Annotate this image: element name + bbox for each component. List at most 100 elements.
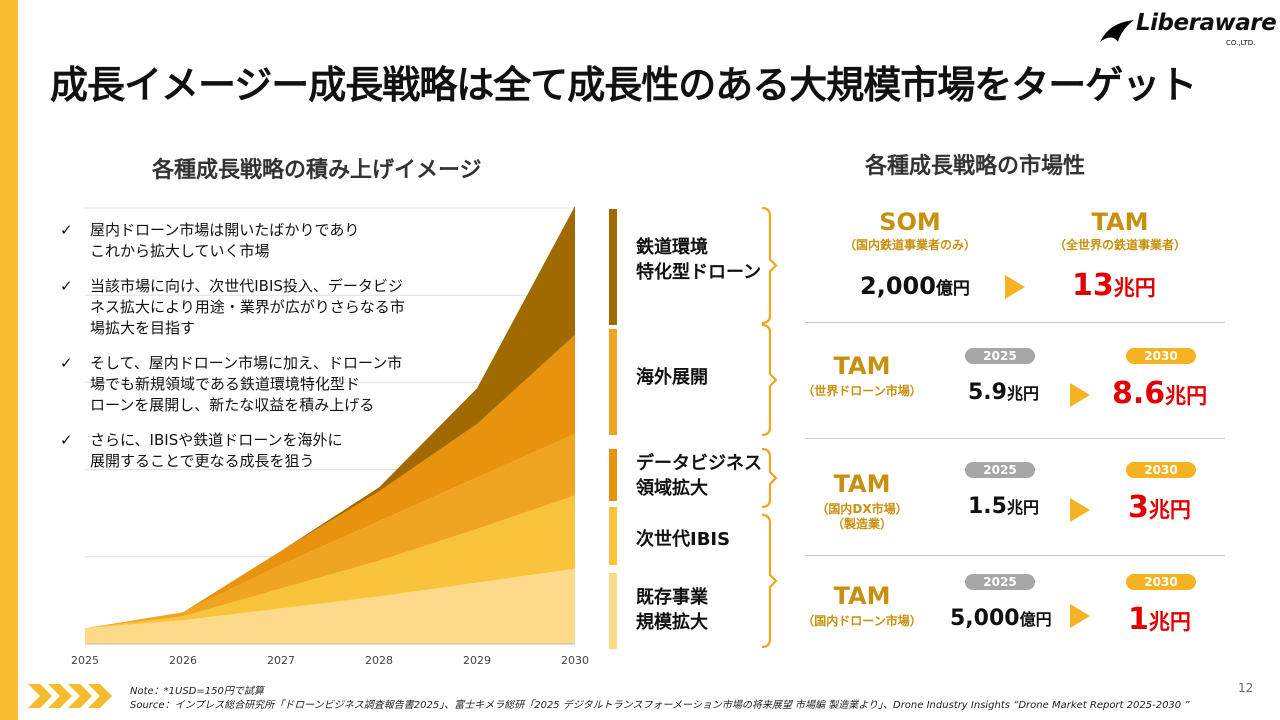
row-divider (805, 322, 1225, 323)
segment-label-line: 特化型ドローン (636, 262, 762, 283)
to-value: 3兆円 (1128, 490, 1191, 525)
company-logo: Liberaware CO.,LTD. (1098, 10, 1277, 50)
value-unit: 兆円 (1148, 498, 1191, 522)
footer-note: Note：*1USD=150円で試算 (130, 686, 264, 697)
segment-label: 鉄道環境特化型ドローン (636, 235, 761, 285)
from-value: 2,000億円 (860, 272, 970, 300)
bracket-icon (761, 447, 778, 509)
tam-label: TAM (1091, 208, 1149, 236)
value-unit: 兆円 (1006, 498, 1039, 517)
tam-sub-label: （国内DX市場） (816, 502, 908, 516)
check-icon: ✓ (60, 277, 73, 295)
x-tick-label: 2025 (71, 654, 99, 667)
value-number: 1 (1128, 602, 1149, 637)
bullet-item: ✓ 屋内ドローン市場は開いたばかりであり これから拡大していく市場 (60, 220, 440, 262)
to-value: 1兆円 (1128, 602, 1191, 637)
stacked-area-chart: 2025 2026 2027 2028 2029 2030 (71, 206, 589, 667)
logo-sub: CO.,LTD. (1226, 39, 1256, 47)
bullet-line: さらに、IBISや鉄道ドローンを海外に (90, 431, 343, 449)
year-badge: 2030 (1126, 462, 1196, 478)
som-sub-label: （国内鉄道事業者のみ） (843, 238, 976, 252)
left-accent-bar (0, 0, 18, 720)
bullet-line: そして、屋内ドローン市場に加え、ドローン市 (90, 354, 403, 372)
segment-label: 海外展開 (636, 365, 708, 390)
area-series-5 (85, 206, 575, 629)
tam-sub-label: （製造業） (831, 517, 892, 531)
segment-bar (609, 209, 617, 325)
bracket-icon (761, 323, 778, 437)
value-unit: 億円 (935, 279, 970, 299)
to-value: 8.6兆円 (1112, 376, 1207, 411)
row-divider (805, 555, 1225, 556)
year-badge: 2030 (1126, 574, 1196, 590)
logo-text: Liberaware (1136, 10, 1277, 36)
arrow-right-icon (1070, 498, 1090, 522)
x-tick-label: 2027 (267, 654, 295, 667)
arrow-right-icon (1070, 383, 1090, 407)
bullet-item: ✓ そして、屋内ドローン市場に加え、ドローン市 場でも新規領域である鉄道環境特化型ド… (60, 353, 440, 416)
segment-bar (609, 573, 617, 649)
logo-swirl-icon (1100, 20, 1134, 42)
from-value: 5.9兆円 (968, 380, 1039, 405)
segment-label: 既存事業 規模拡大 (636, 585, 708, 635)
value-number: 8.6 (1112, 376, 1166, 411)
x-tick-label: 2028 (365, 654, 393, 667)
value-number: 13 (1072, 268, 1114, 303)
chevron-arrows-icon (28, 684, 112, 708)
year-badge: 2025 (965, 462, 1035, 478)
page-title: 成長イメージー成長戦略は全て成長性のある大規模市場をターゲット (50, 63, 1197, 107)
segment-bar (609, 507, 617, 565)
year-badge: 2025 (965, 574, 1035, 590)
segment-bar (609, 449, 617, 501)
segment-label: データビジネス 領域拡大 (636, 451, 762, 501)
year-badge: 2030 (1126, 348, 1196, 364)
brackets (761, 206, 778, 649)
segment-label-line: 鉄道環境 (636, 237, 708, 258)
bullet-item: ✓ さらに、IBISや鉄道ドローンを海外に 展開することで更なる成長を狙う (60, 430, 440, 472)
bracket-icon (761, 513, 778, 649)
check-icon: ✓ (60, 354, 73, 372)
tam-sub-label: （世界ドローン市場） (802, 384, 922, 398)
value-unit: 兆円 (1113, 276, 1156, 300)
bullet-line: 場拡大を目指す (90, 319, 196, 337)
from-value: 1.5兆円 (968, 494, 1039, 519)
value-number: 1.5 (968, 494, 1007, 519)
segment-label: 次世代IBIS (636, 527, 730, 552)
value-number: 5.9 (968, 380, 1007, 405)
x-tick-label: 2030 (561, 654, 589, 667)
bullet-line: ネス拡大により用途・業界が広がりさらなる市 (90, 298, 405, 316)
left-section-title: 各種成長戦略の積み上げイメージ (152, 158, 482, 183)
value-number: 2,000 (860, 272, 936, 300)
bullet-line: 当該市場に向け、次世代IBIS投入、データビジ (90, 277, 403, 295)
bullet-list: ✓ 屋内ドローン市場は開いたばかりであり これから拡大していく市場 ✓ 当該市場に向け、… (60, 220, 440, 486)
tam-label: TAM (833, 352, 891, 380)
row-divider (805, 438, 1225, 439)
bullet-line: 屋内ドローン市場は開いたばかりであり (90, 221, 360, 239)
value-unit: 兆円 (1165, 384, 1208, 408)
x-tick-label: 2026 (169, 654, 197, 667)
strategy-segments: 鉄道環境特化型ドローン 海外展開データビジネス 領域拡大次世代IBIS 既存事業 規模拡… (600, 205, 800, 655)
segment-label-line: 次世代IBIS (636, 529, 731, 550)
segment-label-line: 海外展開 (636, 367, 708, 388)
bracket-icon (761, 206, 778, 325)
tam-label: TAM (833, 582, 891, 610)
area-series-1 (85, 568, 575, 644)
footer-source: Source：インプレス総合研究所「ドローンビジネス調査報告書2025」、富士キ… (130, 700, 1190, 711)
tam-sub-label: （全世界の鉄道事業者） (1053, 238, 1186, 252)
segment-bar (609, 329, 617, 435)
segment-label-line: 既存事業 (636, 587, 708, 608)
bullet-line: これから拡大していく市場 (90, 242, 270, 260)
value-unit: 兆円 (1148, 610, 1191, 634)
segment-label-line: 領域拡大 (636, 478, 708, 499)
value-number: 5,000 (950, 606, 1020, 631)
bullet-item: ✓ 当該市場に向け、次世代IBIS投入、データビジ ネス拡大により用途・業界が広がり… (60, 276, 440, 339)
right-section-title: 各種成長戦略の市場性 (865, 154, 1086, 179)
x-tick-label: 2029 (463, 654, 491, 667)
year-badge: 2025 (965, 348, 1035, 364)
to-value: 13兆円 (1072, 268, 1156, 303)
som-label: SOM (879, 208, 941, 236)
value-number: 3 (1128, 490, 1149, 525)
segment-label-line: データビジネス (636, 453, 762, 474)
footer-notes: Note：*1USD=150円で試算 Source：インプレス総合研究所「ドロー… (130, 685, 1190, 713)
tam-sub-label: （国内ドローン市場） (802, 614, 922, 628)
